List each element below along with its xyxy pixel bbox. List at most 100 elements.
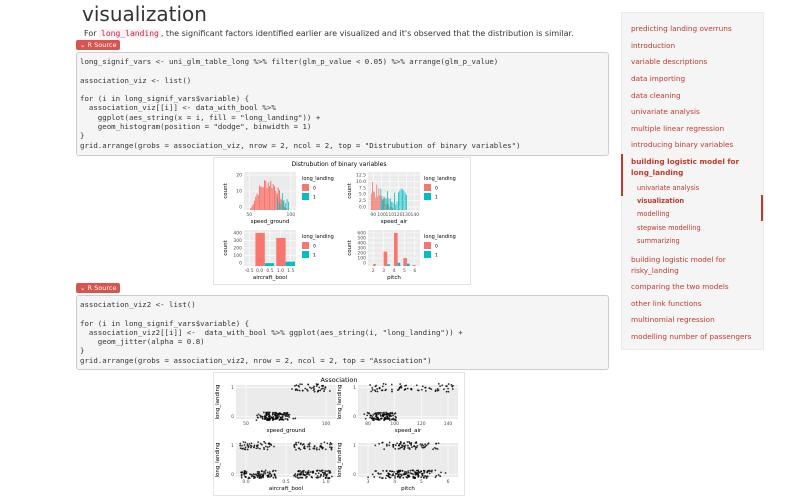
jitter-point xyxy=(406,387,409,390)
histogram-bar xyxy=(373,191,374,210)
jitter-point xyxy=(376,412,379,414)
histogram-bar xyxy=(381,200,383,210)
jitter-point xyxy=(291,388,293,390)
x-tick-label: 3 xyxy=(367,479,370,485)
jitter-point xyxy=(258,477,261,479)
x-tick-label: -0.5 xyxy=(245,268,254,274)
histogram-bar xyxy=(389,198,391,210)
toc-subitem-modelling[interactable]: modelling xyxy=(637,210,670,218)
x-axis-title: aircraft_bool xyxy=(269,486,304,492)
jitter-point xyxy=(295,443,298,446)
jitter-point xyxy=(250,475,253,478)
histogram-bar xyxy=(256,193,258,210)
jitter-point xyxy=(264,415,266,418)
toc-item-introducing-binary-variables[interactable]: introducing binary variables xyxy=(631,140,734,149)
jitter-point xyxy=(369,414,372,417)
jitter-point xyxy=(266,417,269,420)
y-tick-label: 600 xyxy=(357,230,366,236)
jitter-point xyxy=(272,476,275,479)
jitter-point xyxy=(443,388,445,391)
jitter-point xyxy=(397,448,400,450)
toc-item-data-importing[interactable]: data importing xyxy=(631,74,686,83)
toc-subitem-visualization[interactable]: visualization xyxy=(637,197,685,205)
jitter-point xyxy=(277,413,280,416)
jitter-point xyxy=(271,411,274,414)
jitter-point xyxy=(259,474,262,477)
x-tick-label: 120 xyxy=(394,212,403,218)
jitter-point xyxy=(244,441,247,444)
legend-title: long_landing xyxy=(424,176,456,182)
code-line: grid.arrange(grobs = association_viz2, n… xyxy=(80,355,432,365)
jitter-point xyxy=(437,442,440,445)
jitter-point xyxy=(416,444,419,447)
y-axis-title: count xyxy=(347,182,353,198)
histogram-bar xyxy=(383,198,384,210)
histogram-bar xyxy=(385,198,387,210)
jitter-point xyxy=(256,416,259,419)
histogram-bar xyxy=(399,190,401,210)
jitter-point xyxy=(364,417,367,420)
toc-item-modelling-passengers[interactable]: modelling number of passengers xyxy=(631,332,752,341)
toc-subitem-stepwise-modelling[interactable]: stepwise modelling xyxy=(637,224,701,232)
x-tick-label: 140 xyxy=(411,212,420,218)
toc-item-multinomial-regression[interactable]: multinomial regression xyxy=(631,315,715,324)
jitter-point xyxy=(292,417,295,420)
x-tick-label: 130 xyxy=(402,212,411,218)
jitter-point xyxy=(388,419,391,422)
toc-subitem-univariate-analysis[interactable]: univariate analysis xyxy=(637,184,700,192)
toc-item-logistic-risky-landing-2[interactable]: risky_landing xyxy=(631,266,679,275)
r-source-button-1[interactable]: ⌄ R Source xyxy=(76,40,121,50)
jitter-point xyxy=(387,418,390,420)
toc-item-logistic-risky-landing[interactable]: building logistic model for xyxy=(631,255,726,264)
jitter-point xyxy=(426,475,429,478)
jitter-point xyxy=(371,473,374,476)
r-source-button-2[interactable]: ⌄ R Source xyxy=(76,283,121,293)
jitter-point xyxy=(268,473,271,475)
legend-label-1: 1 xyxy=(313,195,316,201)
toc-item-data-cleaning[interactable]: data cleaning xyxy=(631,91,681,100)
x-tick-label: 100 xyxy=(287,212,296,218)
jitter-point xyxy=(415,446,417,449)
jitter-point xyxy=(399,473,402,476)
histogram-bar xyxy=(276,193,278,210)
main-content: visualization For long_landing, the sign… xyxy=(76,2,609,496)
code-line: } xyxy=(80,131,85,141)
page-title: visualization xyxy=(82,2,207,26)
toc-subitem-summarizing[interactable]: summarizing xyxy=(637,237,680,245)
jitter-point xyxy=(261,417,264,420)
jitter-point xyxy=(253,444,256,447)
jitter-point xyxy=(381,385,384,388)
jitter-point xyxy=(242,441,245,443)
jitter-point xyxy=(303,447,305,450)
jitter-point xyxy=(318,386,321,389)
toc-item-comparing-models[interactable]: comparing the two models xyxy=(631,282,729,291)
jitter-point xyxy=(322,475,325,478)
jitter-point xyxy=(421,474,424,477)
code-line: association_viz2 <- list() xyxy=(80,300,196,309)
jitter-point xyxy=(268,445,271,448)
jitter-point xyxy=(412,475,415,478)
jitter-point xyxy=(324,386,327,389)
toc-item-multiple-linear-regression[interactable]: multiple linear regression xyxy=(631,124,725,133)
x-tick-label: 90 xyxy=(370,212,376,218)
toc-item-predicting-landing-overruns[interactable]: predicting landing overruns xyxy=(631,24,732,33)
histogram-bar xyxy=(407,263,410,266)
histogram-bar xyxy=(278,190,280,210)
y-tick-label: 1 xyxy=(353,385,356,391)
jitter-point xyxy=(298,447,300,450)
code-block-2: association_viz2 <- list() for (i in lon… xyxy=(76,295,609,370)
toc-item-logistic-long-landing[interactable]: building logistic model for xyxy=(631,157,740,166)
jitter-point xyxy=(323,441,326,444)
jitter-point xyxy=(436,387,439,390)
jitter-point xyxy=(329,471,332,474)
toc-item-univariate-analysis[interactable]: univariate analysis xyxy=(631,107,700,116)
toc-item-variable-descriptions[interactable]: variable descriptions xyxy=(631,57,708,66)
toc-item-logistic-long-landing-2[interactable]: long_landing xyxy=(631,168,684,177)
jitter-point xyxy=(384,383,387,386)
toc-item-introduction[interactable]: introduction xyxy=(631,41,676,50)
r-source-label: R Source xyxy=(87,41,117,49)
toc-item-other-link-functions[interactable]: other link functions xyxy=(631,299,702,308)
histogram-bar xyxy=(392,202,394,210)
jitter-point xyxy=(296,475,299,477)
jitter-point xyxy=(319,444,322,447)
